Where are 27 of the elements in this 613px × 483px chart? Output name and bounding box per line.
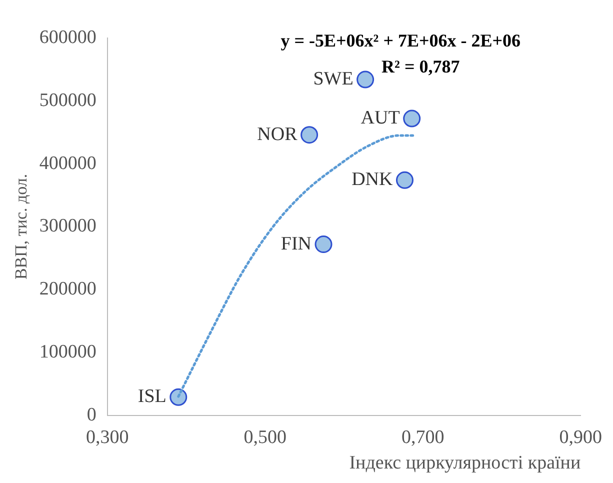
y-tick-label: 500000 bbox=[39, 90, 96, 111]
y-tick-label: 300000 bbox=[39, 216, 96, 237]
y-tick-label: 100000 bbox=[39, 341, 96, 362]
point bbox=[314, 236, 332, 254]
annotation: FIN bbox=[280, 233, 312, 254]
annotation: R² = 0,787 bbox=[382, 56, 460, 77]
point bbox=[396, 171, 414, 189]
annotation: DNK bbox=[352, 169, 394, 190]
point bbox=[300, 126, 318, 144]
point bbox=[356, 70, 374, 88]
y-tick-label: 600000 bbox=[39, 26, 96, 48]
y-axis-title: ВВП, тис. дол. bbox=[12, 174, 31, 280]
x-tick-label: 0,300 bbox=[86, 426, 129, 448]
y-tick-label: 0 bbox=[86, 404, 96, 426]
annotation: AUT bbox=[360, 107, 400, 128]
x-axis-title: Індекс циркулярності країни bbox=[349, 452, 581, 474]
annotation: SWE bbox=[313, 68, 354, 90]
point bbox=[403, 110, 421, 128]
x-tick-label: 0,700 bbox=[402, 426, 444, 448]
y-tick-label: 200000 bbox=[39, 278, 96, 300]
annotation: y = -5E+06x² + 7E+06x - 2E+06 bbox=[280, 30, 520, 51]
x-tick-label: 0,500 bbox=[244, 426, 287, 448]
annotation: ISL bbox=[138, 386, 166, 408]
y-tick-label: 400000 bbox=[39, 152, 96, 174]
point bbox=[170, 388, 188, 406]
annotation: NOR bbox=[257, 124, 298, 145]
x-tick-label: 0,900 bbox=[559, 426, 602, 448]
